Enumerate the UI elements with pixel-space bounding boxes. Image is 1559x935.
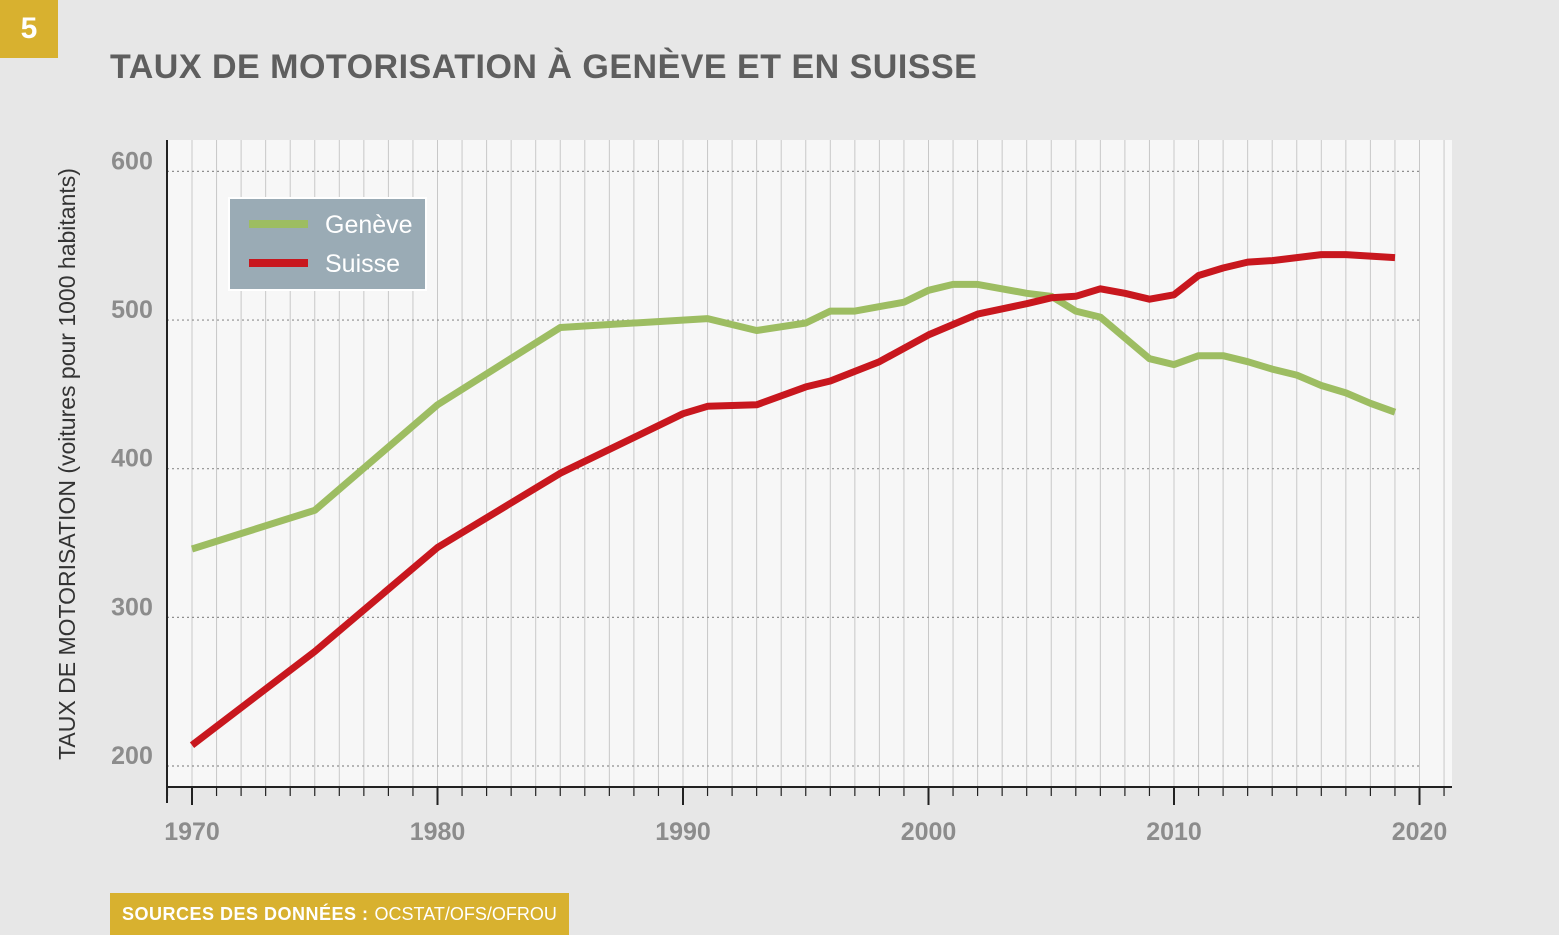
data-source-banner: SOURCES DES DONNÉES : OCSTAT/OFS/OFROU bbox=[110, 893, 569, 935]
y-tick-label: 400 bbox=[111, 445, 153, 473]
x-tick-label: 1990 bbox=[655, 818, 711, 846]
legend-label-geneve: Genève bbox=[325, 211, 413, 239]
chart-title: TAUX DE MOTORISATION À GENÈVE ET EN SUIS… bbox=[110, 48, 978, 86]
y-tick-label: 500 bbox=[111, 296, 153, 324]
legend-box bbox=[228, 197, 427, 291]
y-tick-label: 600 bbox=[111, 147, 153, 175]
x-tick-label: 2000 bbox=[901, 818, 957, 846]
series-line-geneve bbox=[190, 280, 1397, 553]
series-line-suisse bbox=[189, 251, 1396, 748]
y-axis-label: TAUX DE MOTORISATION (voitures pour 1000… bbox=[54, 168, 80, 760]
legend-label-suisse: Suisse bbox=[325, 250, 400, 278]
y-tick-label: 200 bbox=[111, 742, 153, 770]
source-value: OCSTAT/OFS/OFROU bbox=[374, 903, 557, 924]
x-tick-label: 2020 bbox=[1392, 818, 1448, 846]
y-tick-label: 300 bbox=[111, 593, 153, 621]
x-tick-label: 1970 bbox=[164, 818, 220, 846]
figure-number-badge: 5 bbox=[0, 0, 58, 58]
source-label: SOURCES DES DONNÉES : bbox=[122, 903, 369, 924]
x-tick-label: 2010 bbox=[1146, 818, 1202, 846]
x-tick-label: 1980 bbox=[410, 818, 466, 846]
line-chart: 1970 1980 1990 2000 2010 2020 200 300 400 500 600 T… bbox=[54, 140, 1452, 846]
